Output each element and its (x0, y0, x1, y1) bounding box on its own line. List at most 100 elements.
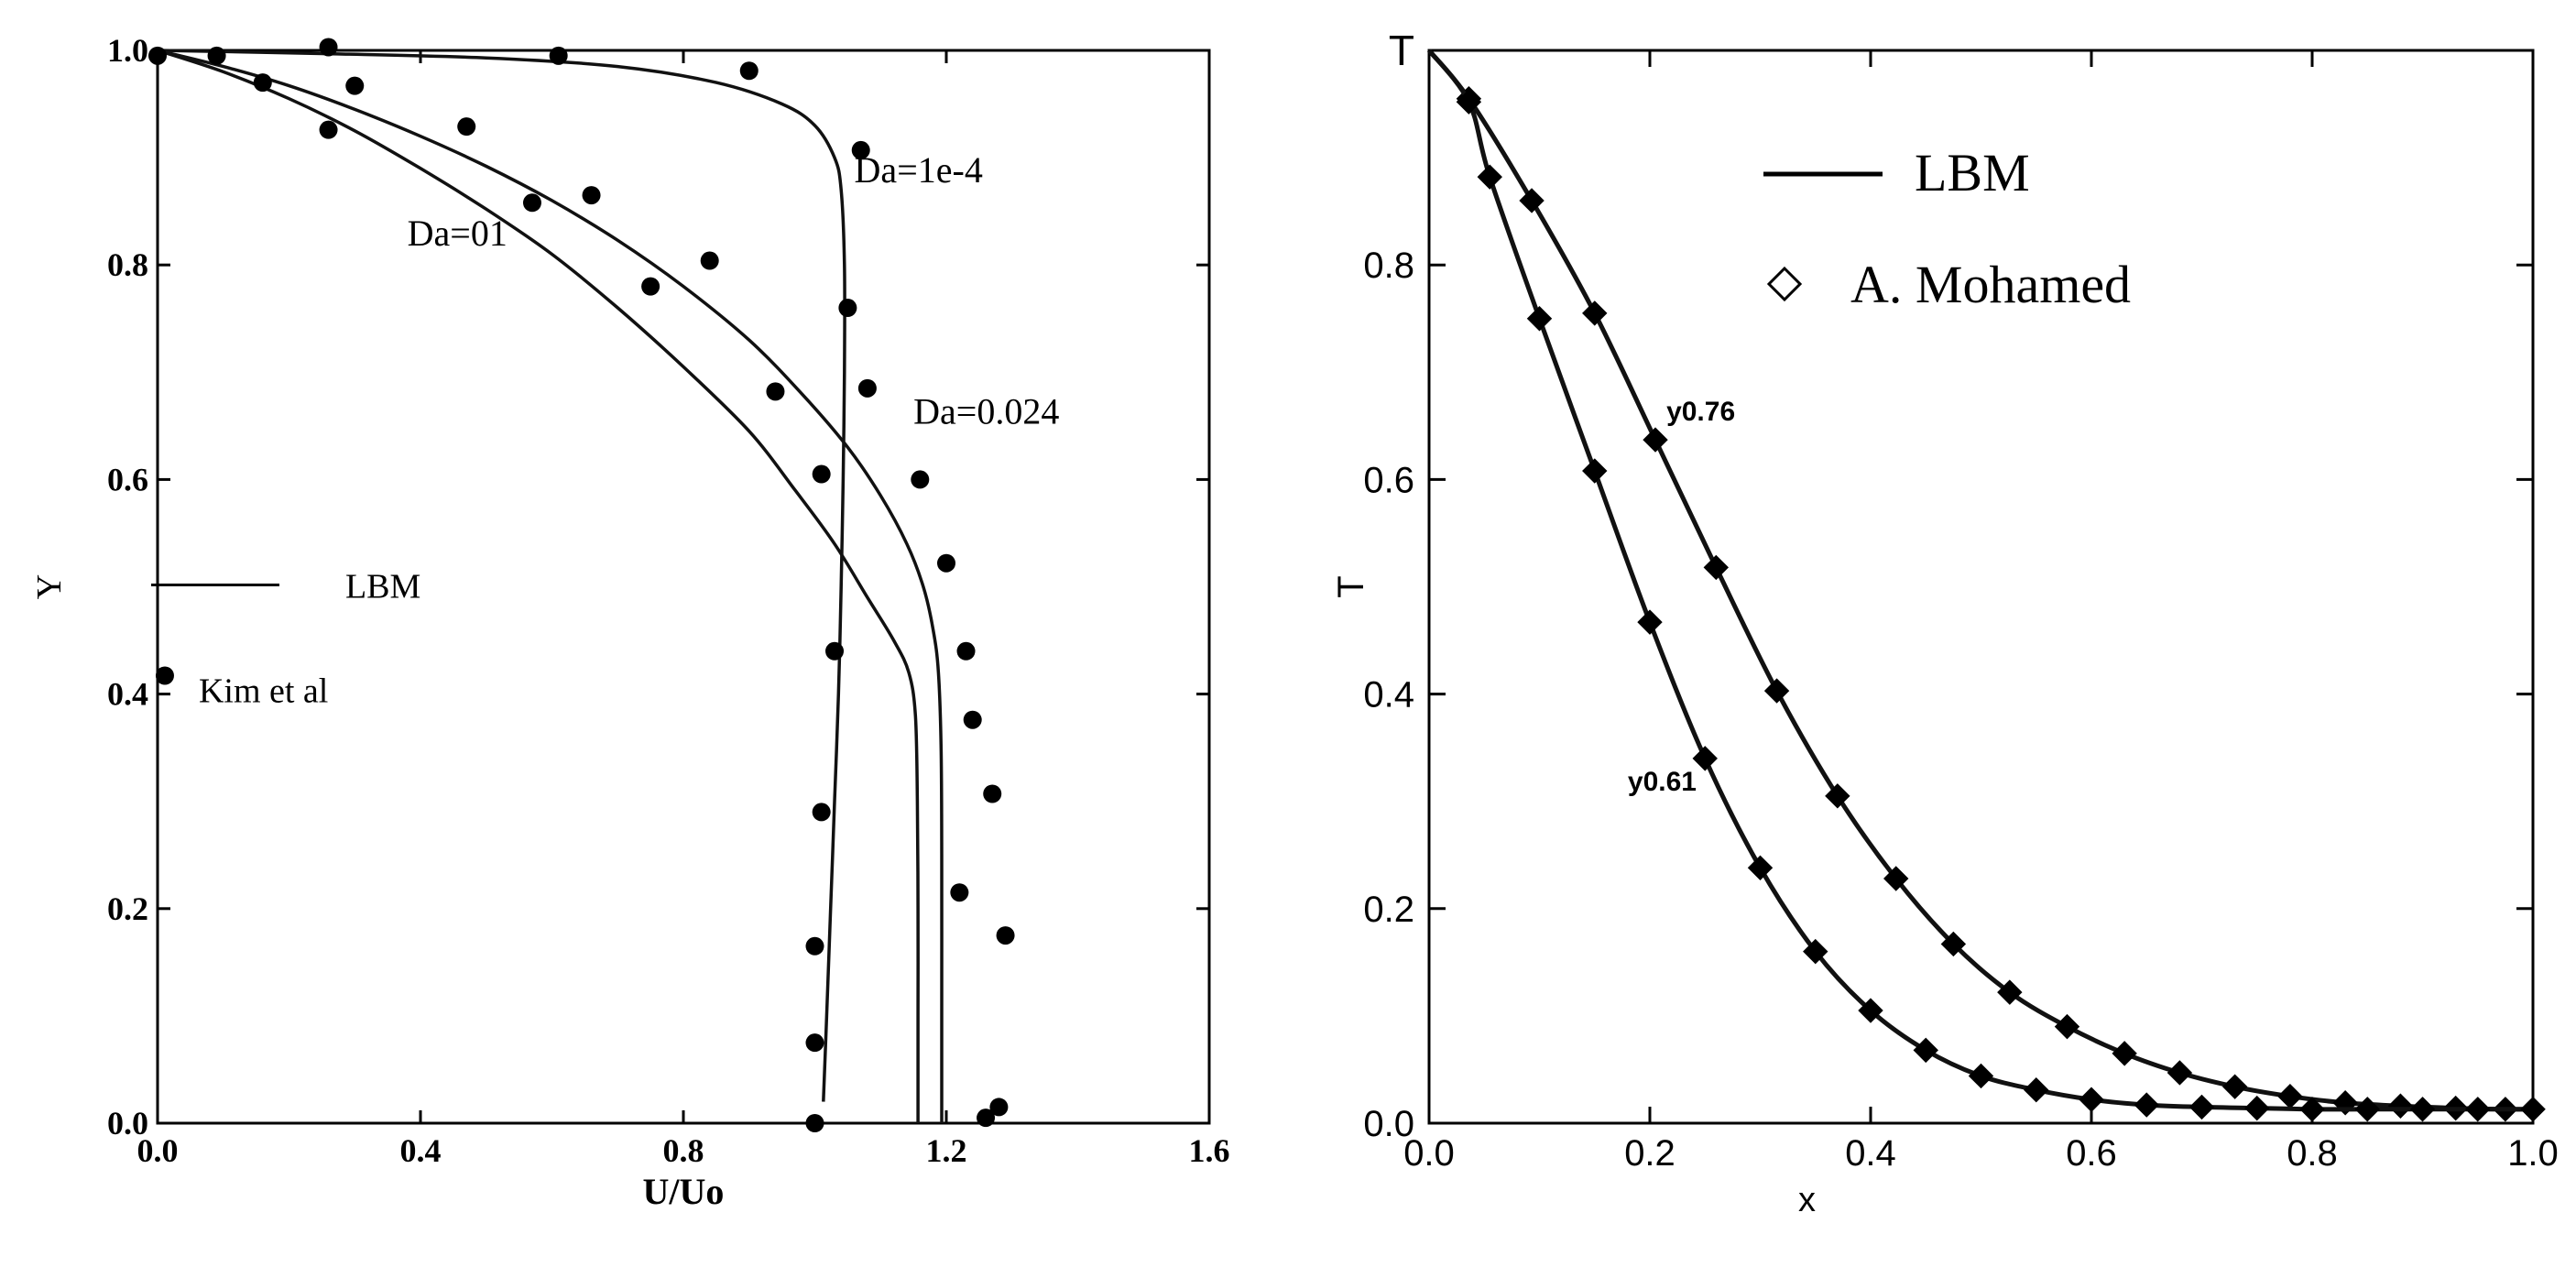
left-y-tick-label-0-2: 0.2 (107, 890, 148, 927)
left-series-line-1 (157, 49, 846, 1102)
left-y-tick-label-0-4: 0.4 (107, 676, 148, 713)
right-x-tick-label-0-4: 0.4 (1845, 1133, 1896, 1174)
right-annotation-y0-76: y0.76 (1666, 397, 1735, 427)
mohamed-data-point (1913, 1037, 1938, 1064)
left-chart: 0.0 0.4 0.8 1.2 1.6 0.0 0.2 0.4 0.6 0.8 1.0 U/Uo Y Da… (30, 32, 1230, 1212)
right-y-tick-label-0-0: 0.0 (1363, 1104, 1414, 1144)
right-x-tick-label-0-8: 0.8 (2287, 1133, 2338, 1174)
kim-data-point (345, 76, 365, 95)
kim-data-point (812, 803, 831, 822)
mohamed-data-point (1456, 89, 1482, 115)
mohamed-data-point (1883, 866, 1909, 891)
right-y-tick-label-0-8: 0.8 (1363, 246, 1414, 286)
left-y-tick-label-0-0: 0.0 (107, 1105, 148, 1141)
legend-kim-marker (155, 666, 174, 685)
left-x-tick-label-0-0: 0.0 (137, 1132, 179, 1169)
mohamed-data-point (2299, 1097, 2325, 1122)
kim-data-point (857, 378, 877, 398)
mohamed-data-point (1747, 855, 1774, 881)
left-plot-frame (156, 49, 1211, 1125)
mohamed-data-point (2189, 1094, 2215, 1120)
left-series-line-3 (157, 49, 944, 1123)
kim-data-point (641, 277, 660, 296)
mohamed-data-point (2024, 1076, 2049, 1103)
mohamed-data-point (1526, 306, 1553, 332)
mohamed-data-point (1477, 164, 1502, 190)
kim-data-point (989, 1098, 1009, 1117)
kim-data-point (911, 470, 930, 489)
right-y-tick-label-0-4: 0.4 (1363, 675, 1414, 715)
kim-data-point (457, 117, 476, 137)
kim-data-point (805, 1114, 824, 1132)
kim-data-point (582, 186, 601, 205)
mohamed-data-point (2221, 1074, 2248, 1099)
mohamed-data-point (1968, 1063, 1994, 1089)
right-y-top-label: T (1389, 27, 1414, 74)
mohamed-data-point (2520, 1097, 2546, 1122)
mohamed-data-point (1643, 427, 1668, 453)
right-y-tick-label-0-6: 0.6 (1363, 460, 1414, 500)
right-annotation-y0-61: y0.61 (1628, 767, 1697, 797)
mohamed-data-point (1803, 938, 1828, 965)
legend-lbm-label: LBM (345, 568, 420, 606)
mohamed-data-point (1940, 931, 1967, 957)
kim-data-point (950, 883, 969, 902)
kim-data-point (739, 61, 759, 81)
left-y-tick-label-0-8: 0.8 (107, 246, 148, 283)
left-annotation-da-1e-4: Da=1e-4 (855, 149, 983, 191)
kim-data-point (851, 140, 870, 159)
kim-data-point (207, 46, 226, 65)
right-series-line-1 (1427, 49, 2534, 1112)
left-annotation-da-0-024: Da=0.024 (913, 391, 1059, 432)
left-x-tick-label-0-8: 0.8 (663, 1132, 704, 1169)
mohamed-data-point (2112, 1041, 2137, 1066)
left-y-tick-label-1-0: 1.0 (107, 32, 148, 69)
right-chart: 0.0 0.2 0.4 0.6 0.8 1.0 0.0 0.2 0.4 0.6 0.8 Tx Ty0.7… (1331, 27, 2559, 1219)
legend-mohamed-label: A. Mohamed (1850, 255, 2131, 314)
left-x-tick-label-1-6: 1.6 (1189, 1132, 1230, 1169)
legend-kim-label: Kim et al (199, 672, 328, 711)
kim-data-point (148, 46, 167, 65)
mohamed-data-point (2244, 1095, 2270, 1121)
mohamed-data-point (2079, 1087, 2104, 1112)
mohamed-data-point (2054, 1013, 2080, 1040)
mohamed-data-point (1703, 554, 1730, 581)
mohamed-data-point (1858, 998, 1883, 1023)
kim-data-point (805, 1033, 824, 1053)
left-y-tick-label-0-6: 0.6 (107, 461, 148, 497)
left-series-line-2 (157, 49, 920, 1123)
left-x-tick-label-1-2: 1.2 (926, 1132, 967, 1169)
kim-data-point (700, 251, 719, 270)
kim-data-point (812, 464, 831, 484)
right-y-axis-label: T (1331, 575, 1371, 597)
mohamed-data-point (1692, 746, 1718, 771)
mohamed-data-point (2465, 1097, 2491, 1122)
kim-data-point (522, 193, 541, 213)
mohamed-data-point (1825, 783, 1850, 809)
mohamed-data-point (1997, 979, 2023, 1005)
kim-data-point (963, 710, 982, 729)
left-x-axis-label: U/Uo (643, 1171, 725, 1212)
right-x-axis-label: x (1798, 1181, 1816, 1219)
right-x-tick-label-0-0: 0.0 (1403, 1133, 1455, 1174)
mohamed-data-point (1637, 609, 1663, 635)
right-plot-frame (1427, 49, 2535, 1125)
kim-data-point (977, 1109, 996, 1128)
mohamed-data-point (2134, 1092, 2159, 1118)
right-x-tick-label-1-0: 1.0 (2507, 1133, 2559, 1174)
right-series-line-2 (1427, 49, 2533, 1112)
mohamed-data-point (2409, 1097, 2436, 1122)
right-x-tick-label-0-2: 0.2 (1624, 1133, 1675, 1174)
mohamed-data-point (2354, 1097, 2380, 1122)
kim-data-point (825, 641, 845, 661)
kim-data-point (766, 382, 785, 401)
kim-data-point (253, 73, 272, 93)
kim-data-point (805, 936, 824, 956)
right-x-tick-label-0-6: 0.6 (2066, 1133, 2117, 1174)
kim-data-point (319, 38, 338, 57)
mohamed-data-point (1582, 458, 1608, 484)
mohamed-data-point (1582, 300, 1608, 326)
legend-mohamed-marker (1766, 266, 1803, 302)
mohamed-data-point (2277, 1084, 2303, 1109)
